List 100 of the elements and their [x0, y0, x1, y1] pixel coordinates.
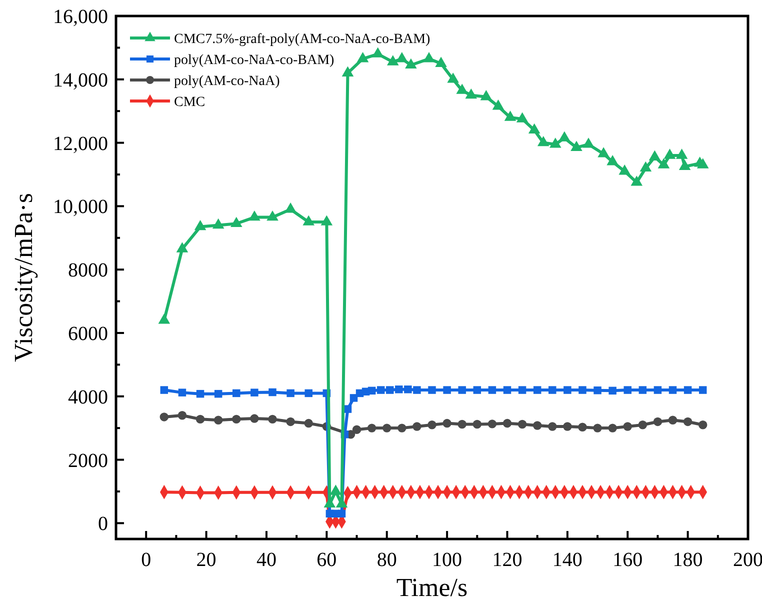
- legend-label: poly(AM-co-NaA): [174, 74, 280, 89]
- point: [428, 420, 436, 430]
- point: [618, 164, 630, 175]
- point: [458, 386, 466, 394]
- y-tick-label: 0: [98, 513, 108, 536]
- point: [558, 131, 570, 142]
- point: [550, 138, 562, 148]
- point: [578, 386, 586, 394]
- point: [653, 417, 662, 426]
- x-tick-label: 40: [256, 549, 276, 571]
- y-tick-label: 10,000: [53, 196, 108, 218]
- point: [465, 88, 478, 99]
- point: [284, 202, 296, 213]
- point: [398, 424, 406, 432]
- point: [442, 418, 452, 428]
- point: [412, 422, 422, 431]
- point: [608, 424, 617, 432]
- point: [518, 386, 526, 394]
- point: [194, 220, 206, 230]
- point: [664, 148, 676, 159]
- point: [405, 58, 417, 69]
- x-tick-label: 140: [552, 549, 582, 571]
- point: [368, 386, 376, 395]
- point: [212, 218, 224, 229]
- point: [372, 47, 384, 58]
- legend-label: poly(AM-co-NaA-co-BAM): [174, 52, 335, 68]
- y-tick-label: 4000: [68, 386, 108, 408]
- point: [548, 422, 557, 431]
- point: [480, 90, 492, 100]
- point: [594, 386, 602, 394]
- point: [196, 390, 204, 398]
- point: [268, 388, 276, 396]
- point: [196, 414, 205, 424]
- point: [502, 418, 512, 428]
- x-tick-label: 120: [492, 549, 522, 571]
- x-tick-label: 180: [672, 549, 703, 571]
- point: [423, 52, 435, 62]
- point: [302, 215, 314, 226]
- point: [488, 386, 496, 394]
- point: [563, 422, 572, 431]
- point: [250, 388, 258, 396]
- point: [232, 389, 240, 398]
- point: [648, 150, 661, 160]
- point: [492, 100, 504, 110]
- point: [447, 72, 459, 83]
- x-tick-label: 100: [432, 549, 462, 571]
- point: [503, 386, 512, 394]
- point: [250, 414, 259, 423]
- point: [488, 420, 497, 428]
- point: [458, 420, 466, 429]
- point: [640, 161, 652, 172]
- x-tick-label: 80: [376, 549, 397, 571]
- point: [428, 386, 436, 394]
- point: [367, 424, 376, 432]
- point: [472, 420, 482, 429]
- point: [623, 422, 632, 431]
- point: [504, 110, 516, 121]
- point: [395, 386, 403, 394]
- point: [683, 417, 692, 426]
- point: [160, 386, 168, 394]
- point: [582, 138, 594, 148]
- point: [698, 386, 707, 394]
- point: [456, 84, 468, 94]
- point: [593, 424, 602, 432]
- point: [570, 140, 582, 151]
- legend-label: CMC: [174, 94, 206, 110]
- y-tick-label: 2000: [68, 450, 108, 472]
- y-axis-title: Viscosity/mPa·s: [9, 193, 38, 362]
- point: [698, 420, 708, 430]
- point: [214, 390, 222, 398]
- point: [376, 386, 385, 394]
- point: [232, 414, 241, 424]
- x-tick-label: 20: [196, 549, 216, 571]
- point: [516, 112, 528, 122]
- point: [230, 216, 242, 228]
- point: [608, 386, 616, 395]
- point: [304, 389, 312, 398]
- x-tick-label: 200: [733, 549, 762, 571]
- x-tick-label: 60: [316, 549, 337, 571]
- point: [518, 420, 527, 429]
- point: [676, 148, 688, 159]
- x-tick-label: 0: [141, 549, 152, 571]
- point: [338, 510, 346, 518]
- point: [578, 422, 587, 432]
- point: [178, 388, 186, 396]
- point: [350, 394, 358, 402]
- point: [668, 386, 677, 394]
- point: [356, 52, 369, 62]
- point: [658, 158, 670, 168]
- point: [630, 176, 643, 186]
- point: [286, 417, 295, 426]
- point: [696, 158, 709, 168]
- point: [473, 386, 482, 394]
- point: [413, 386, 421, 394]
- point: [160, 412, 169, 422]
- point: [598, 147, 610, 158]
- point: [158, 313, 170, 324]
- point: [342, 66, 354, 76]
- point: [382, 424, 392, 432]
- point: [435, 56, 447, 67]
